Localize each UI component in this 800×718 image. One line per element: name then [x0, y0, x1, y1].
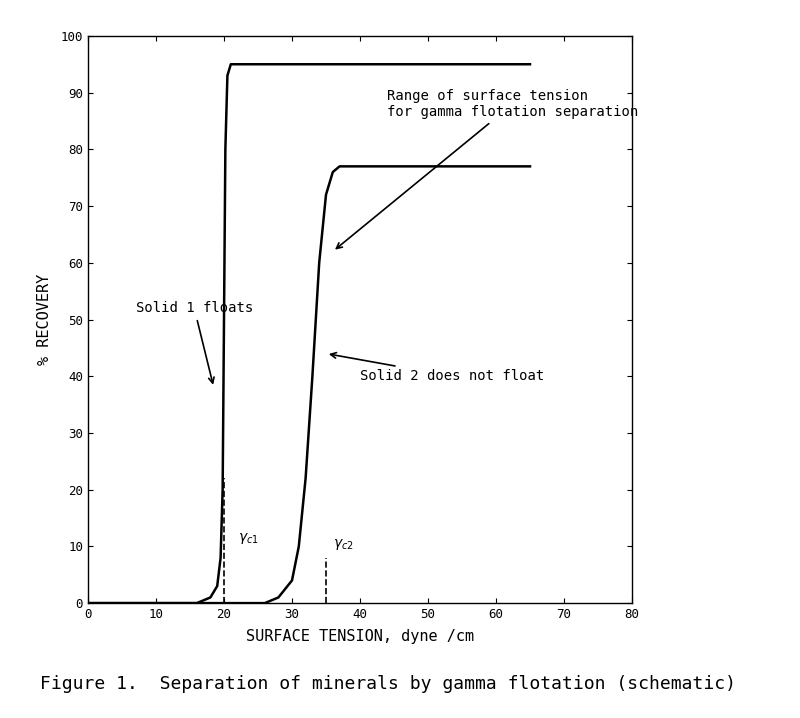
- Y-axis label: % RECOVERY: % RECOVERY: [38, 274, 52, 365]
- X-axis label: SURFACE TENSION, dyne /cm: SURFACE TENSION, dyne /cm: [246, 629, 474, 644]
- Text: Solid 2 does not float: Solid 2 does not float: [330, 353, 544, 383]
- Text: $\gamma_{c1}$: $\gamma_{c1}$: [238, 531, 258, 546]
- Text: $\gamma_{c2}$: $\gamma_{c2}$: [333, 537, 354, 552]
- Text: Figure 1.  Separation of minerals by gamma flotation (schematic): Figure 1. Separation of minerals by gamm…: [40, 675, 736, 693]
- Text: Range of surface tension
for gamma flotation separation: Range of surface tension for gamma flota…: [336, 89, 638, 248]
- Text: Solid 1 floats: Solid 1 floats: [136, 301, 253, 383]
